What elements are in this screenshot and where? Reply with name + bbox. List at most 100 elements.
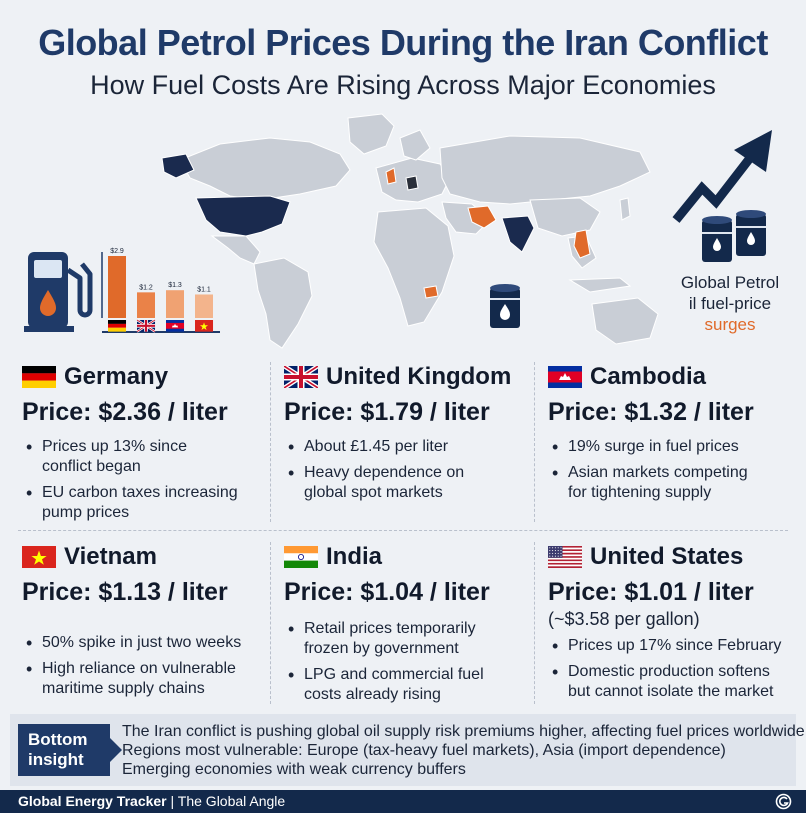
uk-shape [385,167,397,185]
fuel-pump-icon [24,252,93,332]
usa-shape [195,195,291,237]
card-vietnam: Vietnam Price: $1.13 / liter 50% spike i… [22,542,262,705]
column-divider [534,362,535,522]
australia-shape [591,297,659,345]
bullet-list: 50% spike in just two weeks High relianc… [22,633,262,699]
canada-shape [179,137,351,201]
country-name: United States [590,543,744,570]
column-divider [270,362,271,522]
insight-line: Regions most vulnerable: Europe (tax-hea… [122,742,726,759]
cambodia-flag-icon [166,320,185,332]
mini-chart-bar [166,290,184,318]
oil-barrels-icon [702,210,766,262]
mini-chart-label: $1.3 [168,282,182,289]
country-name: Cambodia [590,363,707,390]
card-india: India Price: $1.04 / liter Retail prices… [284,542,524,711]
india-flag-icon [284,546,318,568]
bottom-insight-tag: Bottom insight [18,724,122,776]
china-shape [529,197,601,237]
footer-brand: Global Energy Tracker [18,793,167,809]
germany-flag-icon [108,320,127,332]
hero-tagline: Global Petrol il fuel-price surges [660,272,800,335]
iran-shape [467,205,497,229]
japan-shape [619,197,631,221]
bullet-item: Prices up 17% since February [548,636,798,656]
united-states-flag-icon [548,546,582,568]
country-name: United Kingdom [326,363,512,390]
footer-bar: Global Energy Tracker | The Global Angle [0,790,806,813]
price-label: Price: $1.01 / liter [548,578,754,606]
country-name: Vietnam [64,543,157,570]
mini-chart-bar [195,294,213,318]
greenland-shape [347,113,395,155]
rising-arrow-icon [672,130,772,262]
tagline-line-1: Global Petrol [680,273,780,292]
price-label: Price: $2.36 / liter [22,398,228,426]
mini-chart-label: $1.1 [197,286,211,293]
price-label: Price: $1.79 / liter [284,398,490,426]
united-kingdom-flag-icon [136,319,156,333]
footer-publication: The Global Angle [177,793,286,809]
united-kingdom-flag-icon [284,366,318,388]
bullet-list: 19% surge in fuel prices Asian markets c… [548,437,798,503]
tagline-accent: surges [704,315,756,334]
price-label: Price: $1.13 / liter [22,578,228,606]
scandinavia-shape [399,129,431,161]
alaska-shape [161,153,195,179]
world-map [161,113,659,349]
price-label: Price: $1.32 / liter [548,398,754,426]
section-divider [18,530,788,531]
germany-shape [405,175,419,191]
vietnam-flag-icon [195,320,214,332]
russia-asia-shape [439,135,651,205]
tagline-line-2: il fuel-price [688,294,772,313]
card-united-states: United States Price: $1.01 / liter (~$3.… [548,542,798,708]
africa-shape [373,207,455,327]
column-divider [270,542,271,704]
vietnam-cambodia-shape [573,229,591,259]
bottom-insight-text: The Iran conflict is pushing global oil … [122,722,806,779]
mini-chart-label: $2.9 [110,248,124,255]
vietnam-flag-icon [22,546,56,568]
card-cambodia: Cambodia Price: $1.32 / liter 19% surge … [548,362,798,509]
card-united-kingdom: United Kingdom Price: $1.79 / liter Abou… [284,362,524,509]
zambia-shape [423,285,439,299]
price-label: Price: $1.04 / liter [284,578,490,606]
germany-flag-icon [22,366,56,388]
insight-line: The Iran conflict is pushing global oil … [122,723,806,740]
cambodia-flag-icon [548,366,582,388]
mini-chart-label: $1.2 [139,284,153,291]
mini-price-chart: $2.9 $1.2 $1.3 $1.1 [101,248,220,333]
bullet-item: 19% surge in fuel prices [548,437,798,457]
page-title: Global Petrol Prices During the Iran Con… [38,22,768,63]
indonesia-shape [568,277,632,293]
country-name: India [326,543,383,570]
mini-chart-bar [137,292,155,318]
page-subtitle: How Fuel Costs Are Rising Across Major E… [90,70,716,100]
bullet-item: 50% spike in just two weeks [22,633,262,653]
price-gallon-note: (~$3.58 per gallon) [548,609,700,629]
footer-separator: | [166,793,178,809]
publisher-logo-icon [775,793,792,810]
insight-line: Emerging economies with weak currency bu… [122,761,466,778]
bullet-list: About £1.45 per liter Heavy dependence o… [284,437,524,503]
mini-chart-bar [108,256,126,318]
oil-barrel-icon [490,284,520,328]
bullet-item: About £1.45 per liter [284,437,524,457]
highlighted-countries [161,153,591,299]
bottom-insight-panel: Bottom insight The Iran conflict is push… [10,714,806,786]
south-america-shape [253,257,313,349]
india-shape [501,215,535,253]
column-divider [534,542,535,704]
card-germany: Germany Price: $2.36 / liter Prices up 1… [22,362,262,529]
